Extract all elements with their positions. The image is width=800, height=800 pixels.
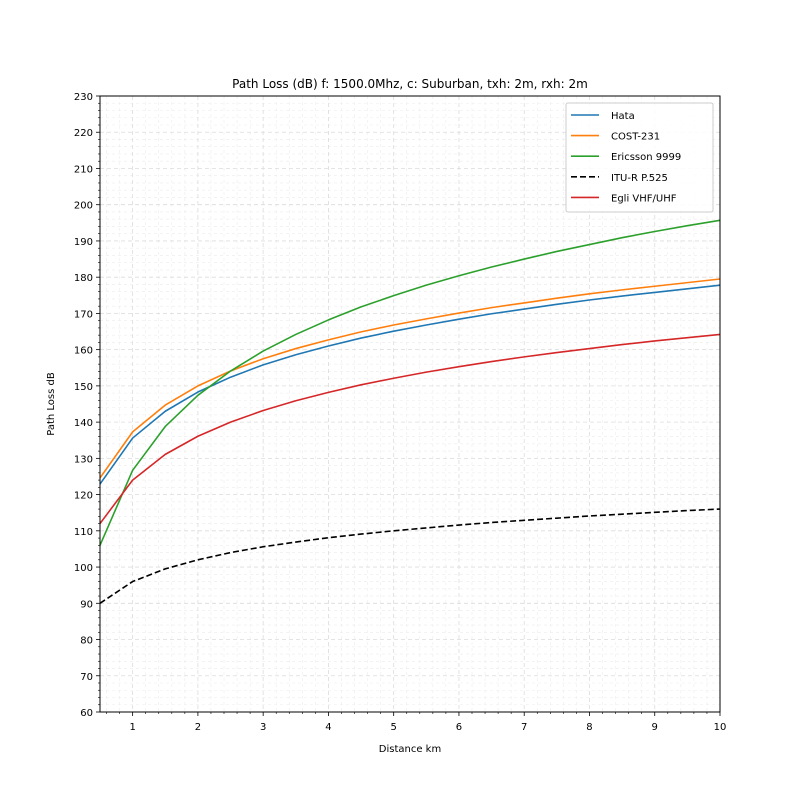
y-tick-label: 130 (74, 454, 93, 465)
x-axis-label: Distance km (379, 744, 441, 755)
y-tick-label: 140 (74, 418, 93, 429)
axes: 6070809010011012013014015016017018019020… (74, 92, 726, 733)
y-tick-label: 80 (80, 636, 93, 647)
x-tick-label: 1 (129, 722, 135, 733)
x-tick-label: 9 (652, 722, 658, 733)
series-line-ericsson-9999 (99, 219, 721, 546)
y-axis-label: Path Loss dB (46, 372, 57, 436)
y-tick-label: 110 (74, 527, 93, 538)
y-tick-label: 60 (80, 708, 93, 719)
x-tick-label: 3 (260, 722, 266, 733)
legend: Hata COST-231 Ericsson 9999 ITU-R P.525 Egli… (565, 102, 714, 213)
plot-frame (99, 95, 721, 713)
y-tick-label: 180 (74, 273, 93, 284)
y-tick-label: 150 (74, 382, 93, 393)
series-line-itu-r-p-525 (99, 508, 721, 604)
legend-label-itu-r-p-525: ITU-R P.525 (611, 173, 668, 184)
y-tick-label: 120 (74, 491, 93, 502)
series-lines (99, 219, 721, 604)
x-tick-label: 8 (586, 722, 592, 733)
series-line-egli-vhf-uhf (99, 333, 721, 525)
y-tick-label: 70 (80, 672, 93, 683)
y-tick-label: 220 (74, 128, 93, 139)
series-line-cost-231 (99, 278, 721, 479)
series-line-hata (99, 284, 721, 485)
legend-box (565, 102, 714, 213)
legend-label-ericsson-9999: Ericsson 9999 (611, 152, 681, 163)
grid (100, 95, 721, 713)
x-tick-label: 6 (456, 722, 462, 733)
x-tick-label: 4 (325, 722, 331, 733)
y-tick-label: 230 (74, 92, 93, 103)
y-tick-label: 170 (74, 309, 93, 320)
y-tick-label: 210 (74, 164, 93, 175)
y-tick-label: 160 (74, 346, 93, 357)
chart-title: Path Loss (dB) f: 1500.0Mhz, c: Suburban… (232, 77, 588, 91)
y-tick-label: 190 (74, 237, 93, 248)
x-tick-label: 2 (195, 722, 201, 733)
legend-label-cost-231: COST-231 (611, 132, 660, 143)
x-tick-label: 10 (714, 722, 727, 733)
y-tick-label: 200 (74, 201, 93, 212)
y-tick-label: 90 (80, 599, 93, 610)
legend-label-hata: Hata (611, 111, 635, 122)
y-tick-label: 100 (74, 563, 93, 574)
x-tick-label: 7 (521, 722, 527, 733)
legend-label-egli-vhf-uhf: Egli VHF/UHF (611, 193, 677, 204)
x-tick-label: 5 (390, 722, 396, 733)
